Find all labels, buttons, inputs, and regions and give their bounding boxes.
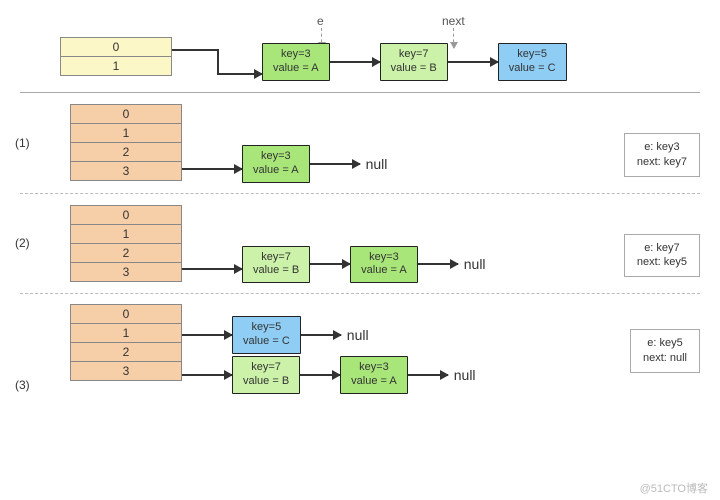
divider xyxy=(20,92,700,93)
step-1: (1) 0 1 2 3 key=3 value = A null e: key3… xyxy=(20,103,700,183)
node-value: value = B xyxy=(253,264,299,278)
node: key=5 value = C xyxy=(232,316,301,354)
node: key=3 value = A xyxy=(340,356,408,394)
node: key=7 value = B xyxy=(380,43,448,81)
node-key: key=3 xyxy=(273,48,319,62)
arrow-icon xyxy=(310,163,360,165)
bucket-cell: 1 xyxy=(71,124,181,143)
arrow-icon xyxy=(172,49,262,75)
arrow-icon xyxy=(448,61,498,63)
node: key=3 value = A xyxy=(350,246,418,284)
arrow-icon xyxy=(182,374,232,376)
bucket-table: 0 1 2 3 xyxy=(70,205,182,282)
node-value: value = B xyxy=(243,375,289,389)
arrow-icon xyxy=(418,263,458,265)
node-key: key=3 xyxy=(253,150,299,164)
null-text: null xyxy=(360,156,388,172)
node-key: key=3 xyxy=(351,361,397,375)
node-key: key=3 xyxy=(361,251,407,265)
node-value: value = C xyxy=(243,335,290,349)
null-text: null xyxy=(341,327,369,343)
info-next: next: null xyxy=(643,351,687,366)
bucket-cell: 0 xyxy=(61,38,171,57)
node: key=3 value = A xyxy=(242,145,310,183)
bucket-cell: 2 xyxy=(71,343,181,362)
step-2: (2) 0 1 2 3 key=7 value = B key=3 value … xyxy=(20,204,700,284)
step-row: 0 1 2 3 key=3 value = A null xyxy=(70,103,700,183)
bucket-cell: 0 xyxy=(71,206,181,225)
arrow-icon xyxy=(182,268,242,270)
step-row: 0 1 2 3 key=5 value = C null key=7 value… xyxy=(70,304,700,381)
node-value: value = A xyxy=(361,264,407,278)
node-value: value = A xyxy=(273,62,319,76)
step-label: (2) xyxy=(15,236,30,250)
null-text: null xyxy=(458,256,486,272)
bucket-table: 0 1 2 3 xyxy=(70,304,182,381)
step-3: (3) 0 1 2 3 key=5 value = C null key=7 xyxy=(20,304,700,466)
node-value: value = A xyxy=(351,375,397,389)
divider xyxy=(20,293,700,294)
bucket-cell: 2 xyxy=(71,244,181,263)
divider xyxy=(20,193,700,194)
step-label: (1) xyxy=(15,136,30,150)
null-text: null xyxy=(448,367,476,383)
bucket-cell: 3 xyxy=(71,162,181,180)
arrow-icon xyxy=(310,263,350,265)
info-next: next: key5 xyxy=(637,255,687,270)
bucket-cell: 0 xyxy=(71,105,181,124)
arrow-icon xyxy=(182,334,232,336)
node: key=3 value = A xyxy=(262,43,330,81)
node-key: key=5 xyxy=(243,321,290,335)
top-section: e next 0 1 key=3 value = A key=7 value =… xyxy=(20,18,700,82)
node-value: value = C xyxy=(509,62,556,76)
node-key: key=7 xyxy=(243,361,289,375)
info-e: e: key7 xyxy=(637,241,687,256)
info-box: e: key7 next: key5 xyxy=(624,234,700,278)
bucket-cell: 3 xyxy=(71,263,181,281)
info-box: e: key3 next: key7 xyxy=(624,133,700,177)
node-key: key=7 xyxy=(253,251,299,265)
node: key=5 value = C xyxy=(498,43,567,81)
top-row: 0 1 key=3 value = A key=7 value = B key=… xyxy=(60,42,700,82)
info-e: e: key5 xyxy=(643,336,687,351)
bucket-cell: 1 xyxy=(61,57,171,75)
bucket-cell: 2 xyxy=(71,143,181,162)
info-next: next: key7 xyxy=(637,155,687,170)
arrow-icon xyxy=(300,374,340,376)
arrow-icon xyxy=(301,334,341,336)
arrow-icon xyxy=(182,168,242,170)
node-value: value = B xyxy=(391,62,437,76)
arrow-icon xyxy=(330,61,380,63)
bucket-cell: 1 xyxy=(71,225,181,244)
bucket-cell: 3 xyxy=(71,362,181,380)
node-key: key=7 xyxy=(391,48,437,62)
bucket-table: 0 1 xyxy=(60,37,172,76)
pointer-e-label: e xyxy=(317,14,324,28)
arrow-icon xyxy=(408,374,448,376)
step-row: 0 1 2 3 key=7 value = B key=3 value = A … xyxy=(70,204,700,284)
node-value: value = A xyxy=(253,164,299,178)
pointer-next-label: next xyxy=(442,14,465,28)
watermark: @51CTO博客 xyxy=(640,480,708,496)
bucket-table: 0 1 2 3 xyxy=(70,104,182,181)
node: key=7 value = B xyxy=(242,246,310,284)
node: key=7 value = B xyxy=(232,356,300,394)
step-label: (3) xyxy=(15,378,30,392)
bucket-cell: 1 xyxy=(71,324,181,343)
info-e: e: key3 xyxy=(637,140,687,155)
node-key: key=5 xyxy=(509,48,556,62)
bucket-cell: 0 xyxy=(71,305,181,324)
info-box: e: key5 next: null xyxy=(630,329,700,373)
